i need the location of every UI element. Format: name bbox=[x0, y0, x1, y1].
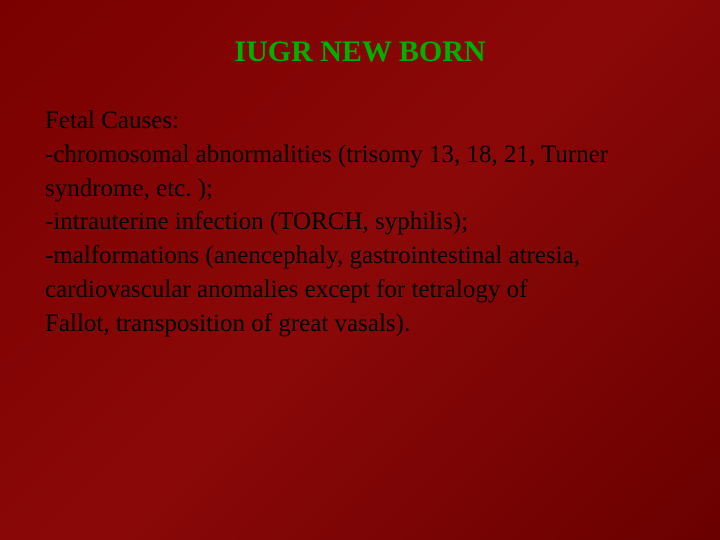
slide-title: IUGR NEW BORN bbox=[40, 35, 680, 69]
slide-container: IUGR NEW BORN Fetal Causes: -chromosomal… bbox=[0, 0, 720, 540]
body-line: -chromosomal abnormalities (trisomy 13, … bbox=[45, 138, 680, 172]
body-line: Fallot, transposition of great vasals). bbox=[45, 307, 680, 341]
body-line: cardiovascular anomalies except for tetr… bbox=[45, 273, 680, 307]
body-line: syndrome, etc. ); bbox=[45, 172, 680, 206]
body-line: -intrauterine infection (TORCH, syphilis… bbox=[45, 205, 680, 239]
body-line: -malformations (anencephaly, gastrointes… bbox=[45, 239, 680, 273]
slide-body: Fetal Causes: -chromosomal abnormalities… bbox=[40, 104, 680, 340]
subheading: Fetal Causes: bbox=[45, 104, 680, 138]
